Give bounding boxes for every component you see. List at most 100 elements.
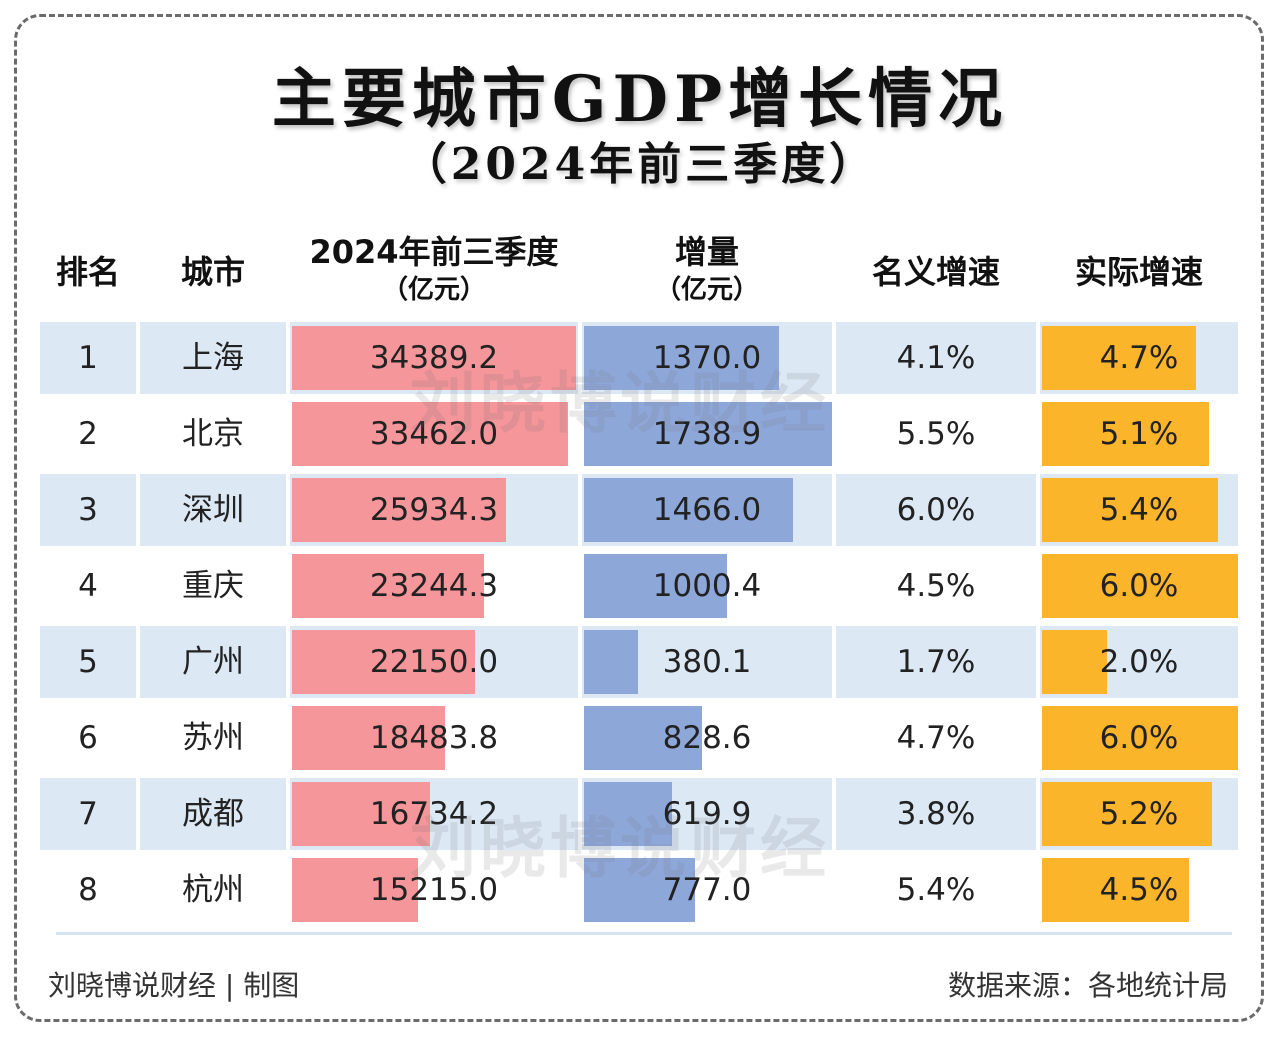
row-stripe [140,474,286,546]
rank-cell: 1 [78,340,98,376]
increase-value: 619.9 [662,796,752,832]
header-increase: 增量 （亿元） [582,232,832,308]
header-increase-unit: （亿元） [654,275,759,305]
gdp-value: 15215.0 [369,872,499,908]
increase-value: 777.0 [662,872,752,908]
header-city: 城市 [180,253,245,291]
increase-value: 380.1 [662,644,752,680]
nominal-growth-value: 6.0% [896,492,976,528]
gdp-value: 16734.2 [369,796,499,832]
increase-bar [584,326,779,390]
real-growth-value: 2.0% [1099,644,1179,680]
increase-value: 1738.9 [652,416,762,452]
row-stripe [836,778,1036,850]
real-growth-value: 5.2% [1099,796,1179,832]
city-cell: 北京 [182,416,244,452]
gdp-value: 25934.3 [369,492,499,528]
rank-cell: 8 [78,872,98,908]
increase-bar [584,478,793,542]
gdp-value: 18483.8 [369,720,499,756]
gdp-value: 23244.3 [369,568,499,604]
city-cell: 深圳 [182,492,244,528]
increase-value: 1370.0 [652,340,762,376]
gdp-bar [292,326,576,390]
city-cell: 重庆 [182,568,244,604]
increase-value: 1466.0 [652,492,762,528]
rank-cell: 4 [78,568,98,604]
real-growth-value: 6.0% [1099,568,1179,604]
city-cell: 杭州 [182,872,244,908]
gdp-bar [292,478,506,542]
real-growth-bar [1042,706,1238,770]
header-real: 实际增速 [1074,253,1203,291]
real-growth-bar [1042,478,1218,542]
gdp-bar [292,782,430,846]
footer-source: 数据来源：各地统计局 [947,969,1228,1002]
rank-cell: 5 [78,644,98,680]
rank-cell: 6 [78,720,98,756]
increase-bar [584,402,832,466]
nominal-growth-value: 3.8% [896,796,976,832]
city-cell: 广州 [182,644,244,680]
city-cell: 上海 [182,340,244,376]
dashed-frame [14,14,1264,1022]
row-stripe [40,322,136,394]
gdp-value: 33462.0 [369,416,499,452]
real-growth-bar [1042,630,1107,694]
rank-cell: 7 [78,796,98,832]
increase-bar [584,782,672,846]
chart-title: 主要城市GDP增长情况 [271,62,1009,137]
chart-subtitle: （2024年前三季度） [402,139,878,190]
real-growth-value: 5.4% [1099,492,1179,528]
gdp-bar [292,858,418,922]
increase-value: 1000.4 [652,568,762,604]
gdp-bar [292,554,484,618]
real-growth-value: 6.0% [1099,720,1179,756]
header-gdp: 2024年前三季度 （亿元） [290,232,578,308]
increase-bar [584,554,727,618]
gdp-value: 22150.0 [369,644,499,680]
row-stripe [836,626,1036,698]
footer-credit: 刘晓博说财经 | 制图 [48,969,300,1002]
real-growth-bar [1042,326,1196,390]
row-stripe [40,474,136,546]
nominal-growth-value: 4.1% [896,340,976,376]
real-growth-value: 4.7% [1099,340,1179,376]
nominal-growth-value: 4.7% [896,720,976,756]
header-rank: 排名 [55,253,120,291]
row-stripe [140,626,286,698]
gdp-value: 34389.2 [369,340,499,376]
increase-bar [584,858,695,922]
row-stripe [40,778,136,850]
increase-value: 828.6 [662,720,752,756]
real-growth-bar [1042,402,1209,466]
real-growth-value: 5.1% [1099,416,1179,452]
header-increase-label: 增量 [674,233,739,271]
footer-divider [56,932,1232,935]
row-stripe [140,778,286,850]
real-growth-bar [1042,554,1238,618]
nominal-growth-value: 5.5% [896,416,976,452]
increase-bar [584,706,702,770]
header-gdp-label: 2024年前三季度 [309,233,559,271]
city-cell: 成都 [182,796,244,832]
row-stripe [40,626,136,698]
real-growth-bar [1042,782,1212,846]
header-gdp-unit: （亿元） [381,275,486,305]
nominal-growth-value: 1.7% [896,644,976,680]
nominal-growth-value: 5.4% [896,872,976,908]
real-growth-value: 4.5% [1099,872,1179,908]
header-nominal: 名义增速 [871,253,1000,291]
gdp-bar [292,706,445,770]
real-growth-bar [1042,858,1189,922]
rank-cell: 3 [78,492,98,528]
rank-cell: 2 [78,416,98,452]
row-stripe [140,322,286,394]
row-stripe [836,474,1036,546]
gdp-bar [292,630,475,694]
city-cell: 苏州 [182,720,244,756]
nominal-growth-value: 4.5% [896,568,976,604]
increase-bar [584,630,638,694]
gdp-bar [292,402,568,466]
row-stripe [836,322,1036,394]
